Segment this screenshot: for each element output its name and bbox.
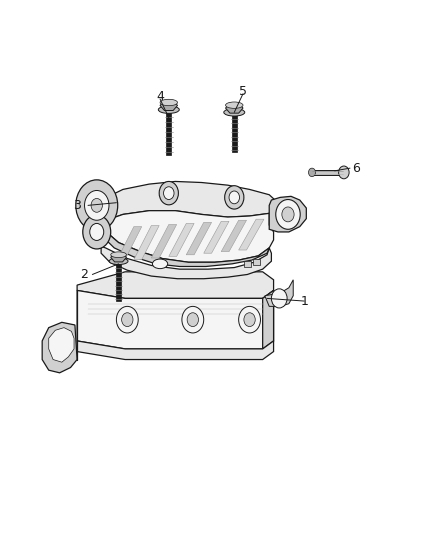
Polygon shape xyxy=(265,280,293,306)
Ellipse shape xyxy=(152,259,168,269)
Ellipse shape xyxy=(158,106,179,114)
Circle shape xyxy=(122,313,133,327)
Polygon shape xyxy=(134,225,159,260)
Text: 3: 3 xyxy=(73,199,81,212)
Circle shape xyxy=(85,190,109,220)
Bar xyxy=(253,259,260,265)
Ellipse shape xyxy=(160,99,177,106)
Ellipse shape xyxy=(109,258,128,264)
Circle shape xyxy=(282,207,294,222)
Polygon shape xyxy=(160,100,177,110)
Polygon shape xyxy=(101,246,272,279)
Polygon shape xyxy=(186,222,212,255)
Text: 6: 6 xyxy=(353,161,360,175)
Circle shape xyxy=(163,187,174,199)
Polygon shape xyxy=(263,290,274,349)
Polygon shape xyxy=(95,211,274,262)
Circle shape xyxy=(83,215,111,249)
Circle shape xyxy=(229,191,240,204)
Circle shape xyxy=(239,306,261,333)
Polygon shape xyxy=(151,224,177,258)
Polygon shape xyxy=(111,253,127,262)
Polygon shape xyxy=(239,219,264,250)
Bar xyxy=(117,261,121,301)
Text: 5: 5 xyxy=(239,85,247,98)
Polygon shape xyxy=(169,223,194,256)
Circle shape xyxy=(187,313,198,327)
Polygon shape xyxy=(77,341,274,360)
Circle shape xyxy=(90,223,104,240)
Polygon shape xyxy=(117,227,142,261)
Text: 2: 2 xyxy=(80,268,88,281)
Bar xyxy=(166,110,171,155)
Polygon shape xyxy=(311,169,341,175)
Text: 4: 4 xyxy=(156,90,164,103)
Circle shape xyxy=(225,185,244,209)
Polygon shape xyxy=(42,322,77,373)
Polygon shape xyxy=(204,221,229,253)
Circle shape xyxy=(159,181,178,205)
Circle shape xyxy=(276,199,300,229)
Polygon shape xyxy=(49,328,74,362)
Ellipse shape xyxy=(226,102,243,108)
Circle shape xyxy=(117,306,138,333)
Polygon shape xyxy=(221,220,247,252)
Bar xyxy=(244,261,251,267)
Polygon shape xyxy=(77,290,274,349)
Polygon shape xyxy=(269,196,306,232)
Polygon shape xyxy=(226,103,243,113)
Bar xyxy=(232,112,237,152)
Circle shape xyxy=(308,168,315,176)
Circle shape xyxy=(272,289,287,308)
Text: 1: 1 xyxy=(300,295,308,308)
Ellipse shape xyxy=(111,252,127,257)
Polygon shape xyxy=(103,229,269,266)
Circle shape xyxy=(244,313,255,327)
Polygon shape xyxy=(77,272,274,298)
Circle shape xyxy=(91,198,102,212)
Ellipse shape xyxy=(224,109,245,116)
Polygon shape xyxy=(95,181,278,229)
Circle shape xyxy=(339,166,349,179)
Circle shape xyxy=(182,306,204,333)
Circle shape xyxy=(76,180,118,231)
